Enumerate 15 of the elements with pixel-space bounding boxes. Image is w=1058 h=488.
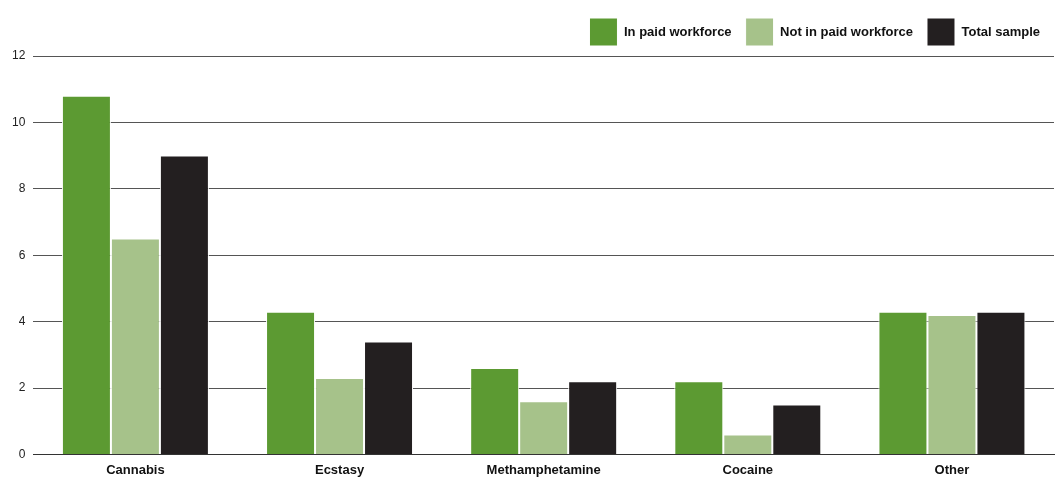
legend-label: In paid workforce (623, 23, 732, 39)
y-tick-label: 6 (18, 247, 26, 262)
y-tick-label: 10 (11, 114, 26, 129)
x-tick-label: Other (934, 461, 970, 477)
y-tick-label: 2 (18, 380, 26, 395)
y-tick-label: 8 (18, 181, 26, 196)
legend-label: Total sample (961, 23, 1041, 39)
y-tick-label: 12 (11, 48, 26, 63)
legend-label: Not in paid workforce (780, 23, 913, 39)
x-tick-label: Cannabis (106, 461, 165, 477)
y-tick-label: 0 (18, 446, 26, 461)
x-tick-label: Cocaine (722, 461, 774, 477)
x-tick-label: Ecstasy (314, 461, 365, 477)
x-tick-label: Methamphetamine (486, 461, 601, 477)
y-tick-label: 4 (18, 313, 26, 328)
